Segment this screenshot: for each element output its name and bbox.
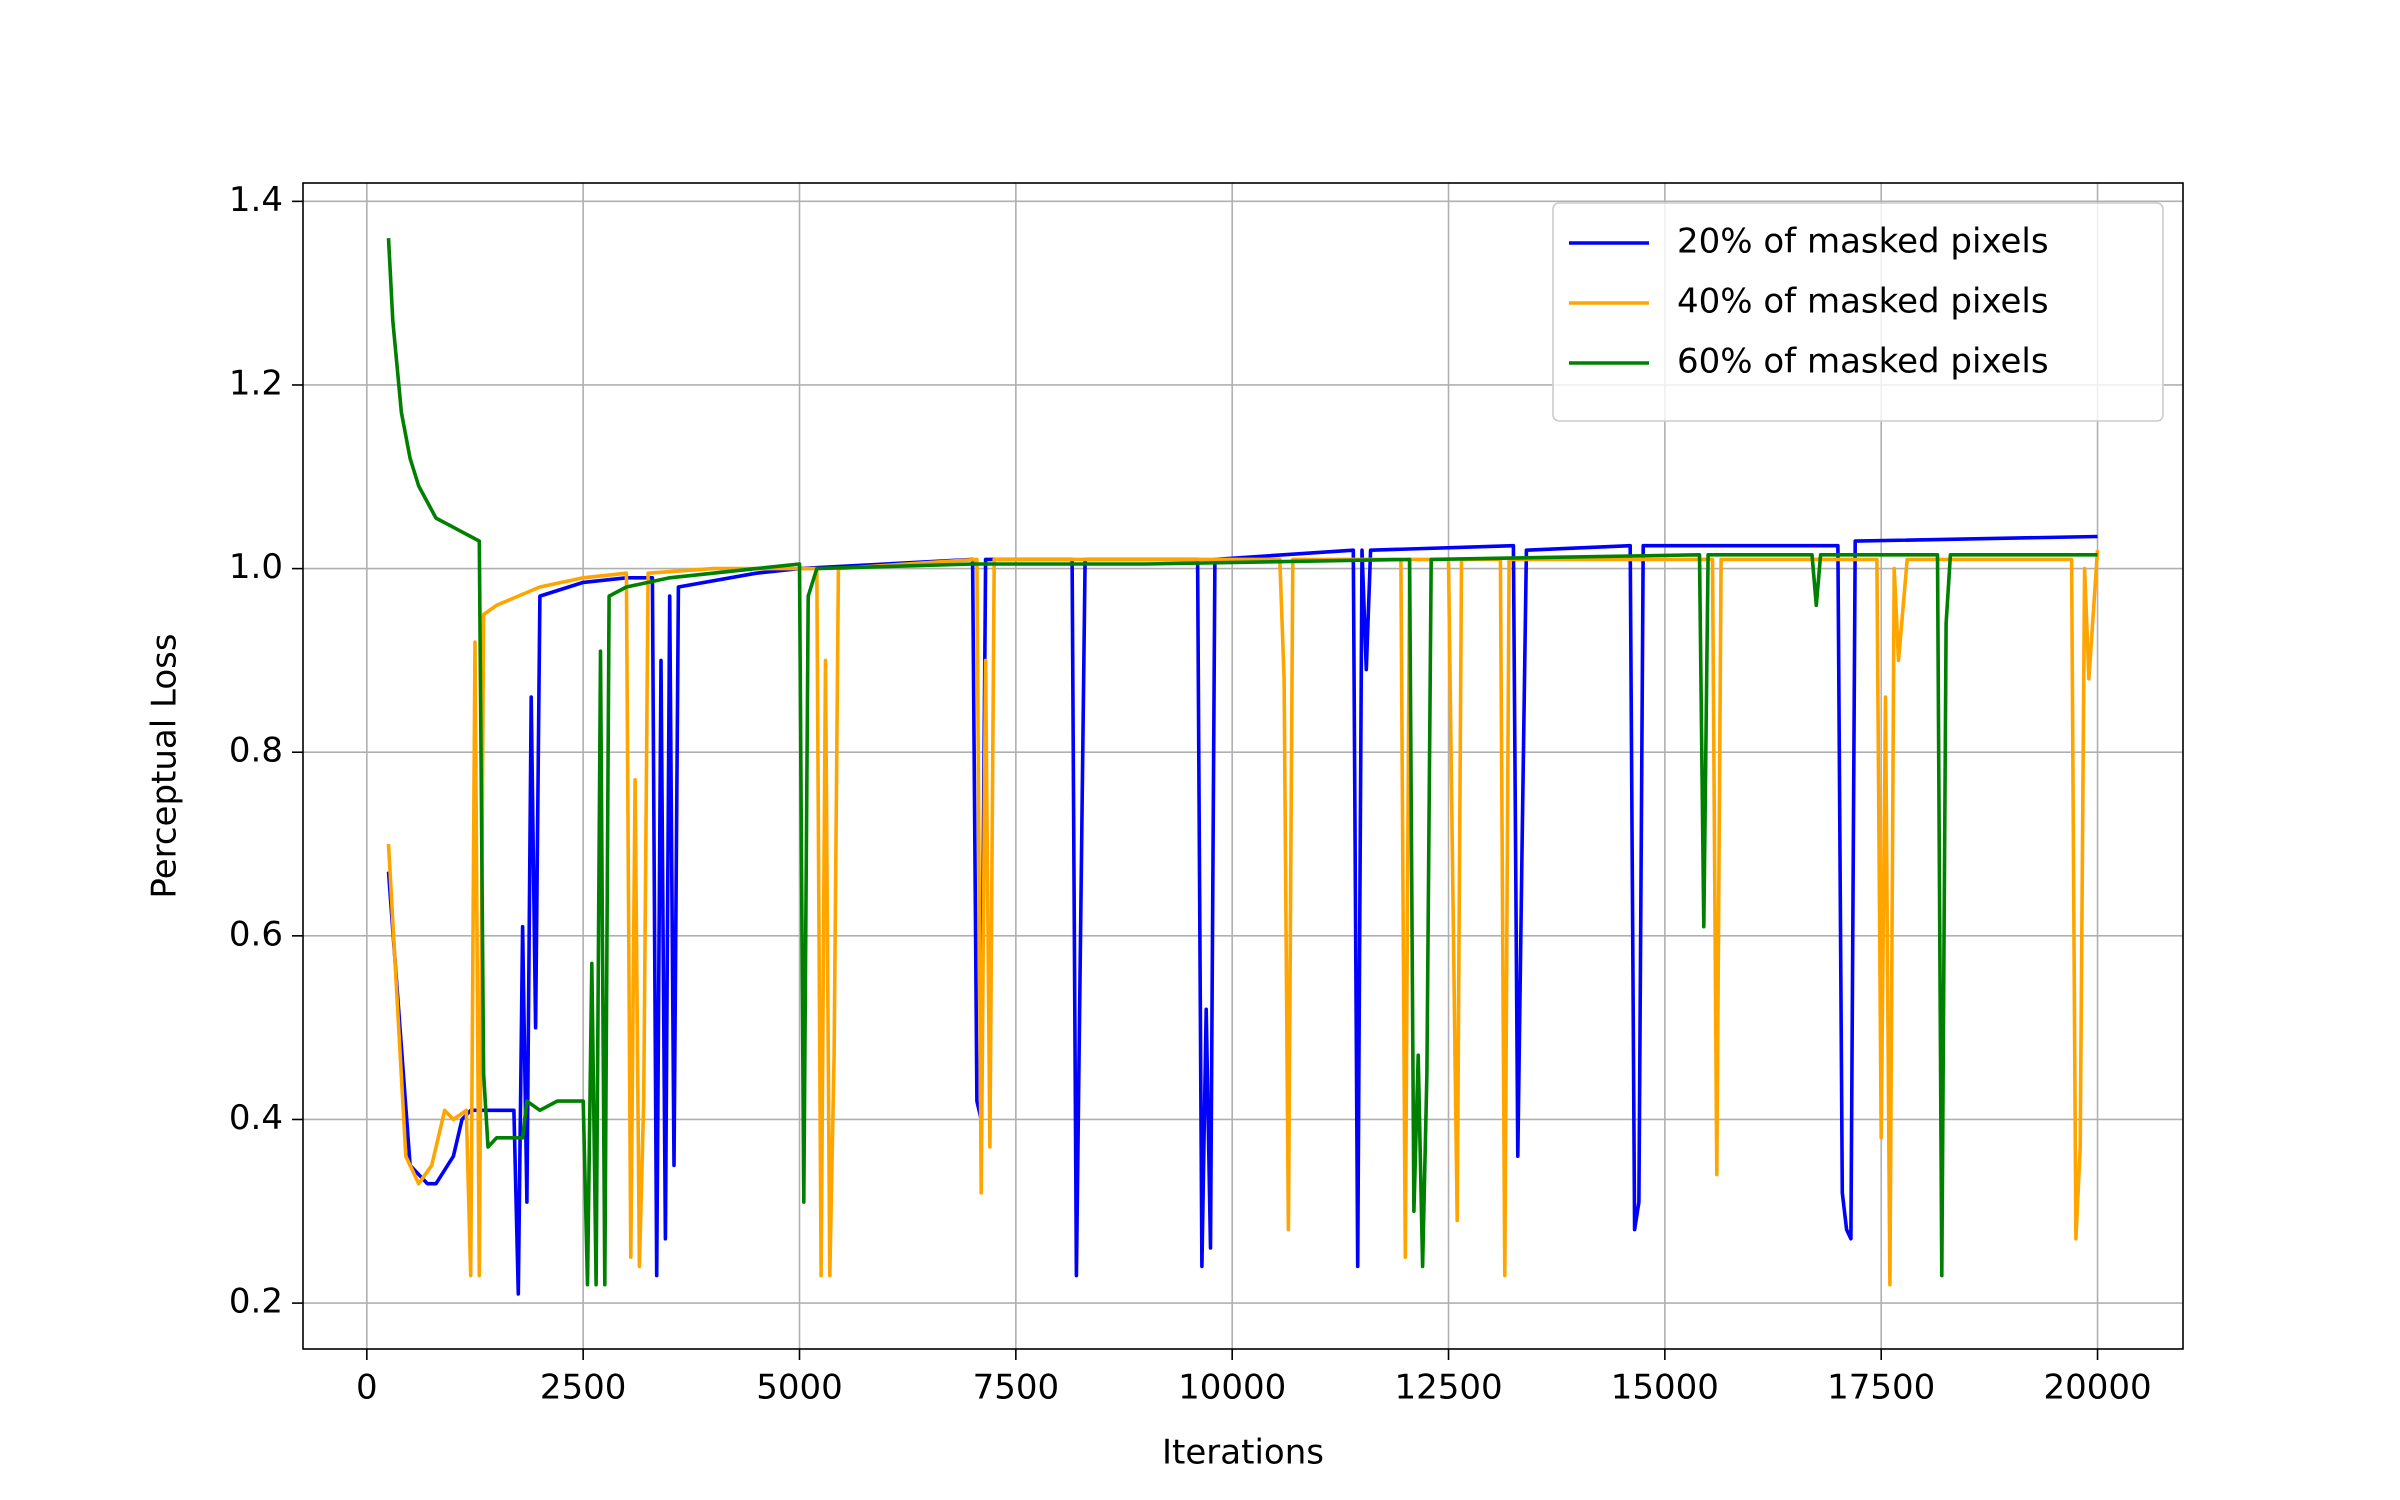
y-tick-label: 0.8 xyxy=(229,731,283,771)
y-tick-label: 0.4 xyxy=(229,1098,283,1138)
x-tick-label: 10000 xyxy=(1178,1368,1286,1408)
x-tick-label: 0 xyxy=(356,1368,378,1408)
x-tick-label: 12500 xyxy=(1394,1368,1502,1408)
y-tick-label: 1.4 xyxy=(229,180,283,220)
y-tick-label: 1.0 xyxy=(229,547,283,587)
x-tick-label: 15000 xyxy=(1611,1368,1719,1408)
x-tick-label: 5000 xyxy=(756,1368,843,1408)
series-line xyxy=(386,238,2098,1287)
y-tick-label: 0.6 xyxy=(229,914,283,954)
x-tick-label: 17500 xyxy=(1827,1368,1935,1408)
y-tick-label: 1.2 xyxy=(229,363,283,403)
x-tick-label: 20000 xyxy=(2043,1368,2151,1408)
y-tick-label: 0.2 xyxy=(229,1282,283,1322)
x-tick-label: 7500 xyxy=(973,1368,1060,1408)
x-tick-label: 2500 xyxy=(540,1368,627,1408)
x-axis-label: Iterations xyxy=(1162,1433,1324,1473)
plot-frame xyxy=(302,182,2184,1350)
y-axis-label: Perceptual Loss xyxy=(145,633,185,898)
legend-label: 60% of masked pixels xyxy=(1677,342,2049,382)
legend-label: 40% of masked pixels xyxy=(1677,282,2049,322)
legend-label: 20% of masked pixels xyxy=(1677,222,2049,262)
legend-box xyxy=(1552,202,2164,422)
series-line xyxy=(386,550,2100,1287)
